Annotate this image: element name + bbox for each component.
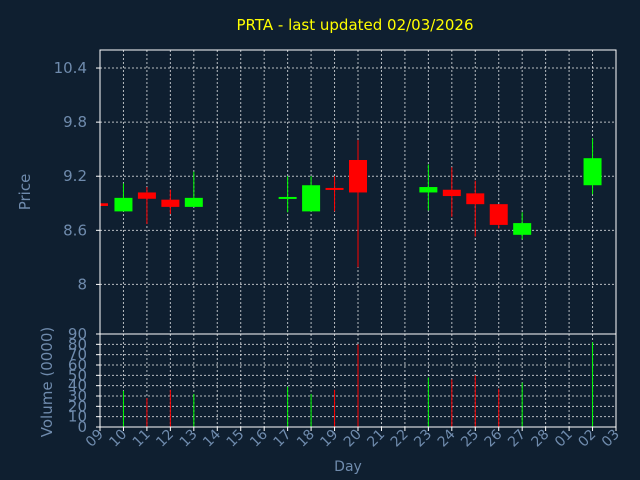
- candle-body: [184, 197, 203, 207]
- x-axis-label: Day: [334, 459, 362, 475]
- x-tick-label: 13: [177, 427, 201, 451]
- x-tick-label: 22: [388, 427, 412, 451]
- price-tick-label: 8: [77, 275, 87, 293]
- candle-body: [100, 203, 108, 206]
- volume-tick-label: 90: [68, 325, 87, 343]
- volume-axis-label: Volume (0000): [38, 327, 56, 437]
- candle-body: [349, 159, 367, 193]
- candle-body: [325, 187, 344, 190]
- price-tick-label: 9.2: [63, 167, 87, 185]
- x-tick-label: 11: [130, 427, 154, 451]
- volume-tick-label: 40: [68, 377, 87, 395]
- volume-layer: [122, 342, 594, 427]
- x-tick-label: 19: [317, 427, 341, 451]
- candle-body: [137, 192, 156, 199]
- price-tick-label: 10.4: [54, 59, 87, 77]
- tick-layer: 09 10 11 12 13 14 15 16 17 18 19 20 21 22 23 24 25 26 27 28…: [54, 59, 623, 450]
- x-tick-label: 03: [599, 427, 623, 451]
- candle-body: [278, 196, 297, 199]
- chart-title: PRTA - last updated 02/03/2026: [236, 16, 473, 34]
- x-tick-label: 18: [294, 427, 318, 451]
- x-tick-label: 28: [529, 427, 553, 451]
- x-tick-label: 15: [224, 427, 248, 451]
- candle-body: [489, 204, 508, 225]
- x-tick-label: 20: [341, 427, 365, 451]
- volume-tick-label: 60: [68, 356, 87, 374]
- x-tick-label: 14: [200, 426, 224, 450]
- volume-tick-label: 70: [68, 346, 87, 364]
- x-tick-label: 02: [575, 427, 599, 451]
- x-tick-label: 17: [271, 427, 295, 451]
- price-axis-label: Price: [16, 174, 34, 211]
- x-tick-label: 25: [458, 427, 482, 451]
- candle-body: [583, 158, 602, 186]
- volume-tick-label: 0: [77, 418, 87, 436]
- volume-tick-label: 30: [68, 387, 87, 405]
- volume-tick-label: 50: [68, 366, 87, 384]
- x-tick-label: 12: [153, 427, 177, 451]
- x-tick-label: 26: [482, 426, 506, 450]
- candle-body: [302, 185, 321, 212]
- x-tick-label: 01: [552, 427, 576, 451]
- candle-body: [419, 187, 438, 193]
- candle-body: [466, 193, 485, 205]
- x-tick-label: 23: [411, 427, 435, 451]
- price-tick-label: 8.6: [63, 221, 87, 239]
- volume-tick-label: 20: [68, 397, 87, 415]
- volume-tick-label: 80: [68, 335, 87, 353]
- candle-body: [161, 199, 180, 207]
- candle-body: [513, 223, 532, 235]
- x-tick-label: 24: [435, 426, 459, 450]
- price-tick-label: 9.8: [63, 113, 87, 131]
- x-tick-label: 10: [106, 427, 130, 451]
- x-tick-label: 21: [364, 427, 388, 451]
- candle-body: [114, 197, 133, 212]
- x-tick-label: 16: [247, 426, 271, 450]
- candle-layer: [99, 138, 602, 268]
- candle-body: [442, 189, 461, 197]
- volume-tick-label: 10: [68, 408, 87, 426]
- x-tick-label: 27: [505, 427, 529, 451]
